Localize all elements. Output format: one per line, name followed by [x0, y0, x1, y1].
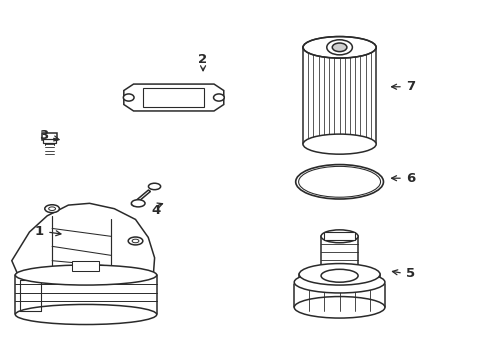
- Bar: [42, 133, 57, 140]
- Ellipse shape: [45, 205, 59, 213]
- Text: 1: 1: [34, 225, 43, 238]
- Polygon shape: [131, 190, 150, 206]
- Ellipse shape: [321, 269, 357, 282]
- Ellipse shape: [326, 40, 352, 55]
- Bar: [72, 261, 99, 271]
- Ellipse shape: [331, 43, 346, 51]
- Bar: [43, 139, 56, 143]
- Ellipse shape: [295, 165, 383, 199]
- Ellipse shape: [148, 183, 160, 190]
- Text: 3: 3: [39, 129, 48, 142]
- Bar: [323, 232, 355, 240]
- Ellipse shape: [303, 37, 375, 58]
- Polygon shape: [123, 84, 224, 111]
- Ellipse shape: [15, 265, 157, 285]
- Ellipse shape: [213, 94, 224, 101]
- Text: 5: 5: [405, 267, 414, 280]
- Polygon shape: [12, 203, 154, 277]
- Ellipse shape: [321, 230, 357, 243]
- Ellipse shape: [49, 207, 56, 211]
- Text: 7: 7: [405, 80, 414, 93]
- Bar: [143, 87, 204, 107]
- Text: 2: 2: [198, 53, 207, 66]
- Ellipse shape: [299, 264, 379, 285]
- Ellipse shape: [15, 305, 157, 324]
- Ellipse shape: [123, 94, 134, 101]
- Ellipse shape: [294, 297, 384, 318]
- Ellipse shape: [128, 237, 142, 245]
- Ellipse shape: [132, 239, 139, 243]
- Ellipse shape: [303, 134, 375, 154]
- Text: 4: 4: [151, 204, 160, 217]
- Ellipse shape: [131, 200, 145, 207]
- Ellipse shape: [294, 271, 384, 293]
- Text: 6: 6: [405, 172, 414, 185]
